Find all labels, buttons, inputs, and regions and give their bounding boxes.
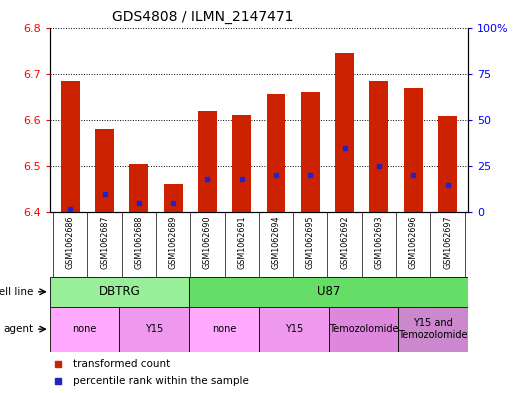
Text: GSM1062689: GSM1062689 bbox=[168, 215, 178, 269]
Text: agent: agent bbox=[4, 324, 34, 334]
Text: GSM1062686: GSM1062686 bbox=[66, 215, 75, 269]
Text: GSM1062688: GSM1062688 bbox=[134, 215, 143, 269]
Text: none: none bbox=[72, 324, 97, 334]
Bar bbox=[50, 307, 119, 352]
Bar bbox=[267, 94, 286, 212]
Text: GSM1062694: GSM1062694 bbox=[271, 215, 280, 269]
Text: none: none bbox=[212, 324, 236, 334]
Bar bbox=[119, 307, 189, 352]
Text: Y15: Y15 bbox=[145, 324, 163, 334]
Text: GSM1062687: GSM1062687 bbox=[100, 215, 109, 269]
Bar bbox=[335, 53, 354, 212]
Text: GDS4808 / ILMN_2147471: GDS4808 / ILMN_2147471 bbox=[112, 10, 294, 24]
Text: GSM1062693: GSM1062693 bbox=[374, 215, 383, 269]
Bar bbox=[438, 116, 457, 212]
Bar bbox=[232, 115, 251, 212]
Text: transformed count: transformed count bbox=[73, 358, 170, 369]
Bar bbox=[95, 129, 114, 212]
Text: Y15: Y15 bbox=[285, 324, 303, 334]
Text: GSM1062690: GSM1062690 bbox=[203, 215, 212, 269]
Text: DBTRG: DBTRG bbox=[98, 285, 140, 298]
Text: GSM1062692: GSM1062692 bbox=[340, 215, 349, 269]
Text: U87: U87 bbox=[317, 285, 340, 298]
Text: GSM1062696: GSM1062696 bbox=[408, 215, 418, 269]
Bar bbox=[189, 277, 468, 307]
Bar bbox=[369, 81, 389, 212]
Bar bbox=[164, 184, 183, 212]
Bar bbox=[61, 81, 79, 212]
Bar bbox=[399, 307, 468, 352]
Bar bbox=[404, 88, 423, 212]
Bar bbox=[301, 92, 320, 212]
Bar bbox=[189, 307, 259, 352]
Bar bbox=[129, 164, 149, 212]
Text: cell line: cell line bbox=[0, 287, 34, 297]
Bar bbox=[259, 307, 328, 352]
Text: percentile rank within the sample: percentile rank within the sample bbox=[73, 376, 248, 386]
Bar bbox=[328, 307, 399, 352]
Text: Temozolomide: Temozolomide bbox=[329, 324, 398, 334]
Bar bbox=[198, 111, 217, 212]
Text: GSM1062695: GSM1062695 bbox=[306, 215, 315, 269]
Bar bbox=[50, 277, 189, 307]
Text: Y15 and
Temozolomide: Y15 and Temozolomide bbox=[399, 318, 468, 340]
Text: GSM1062697: GSM1062697 bbox=[443, 215, 452, 269]
Text: GSM1062691: GSM1062691 bbox=[237, 215, 246, 269]
